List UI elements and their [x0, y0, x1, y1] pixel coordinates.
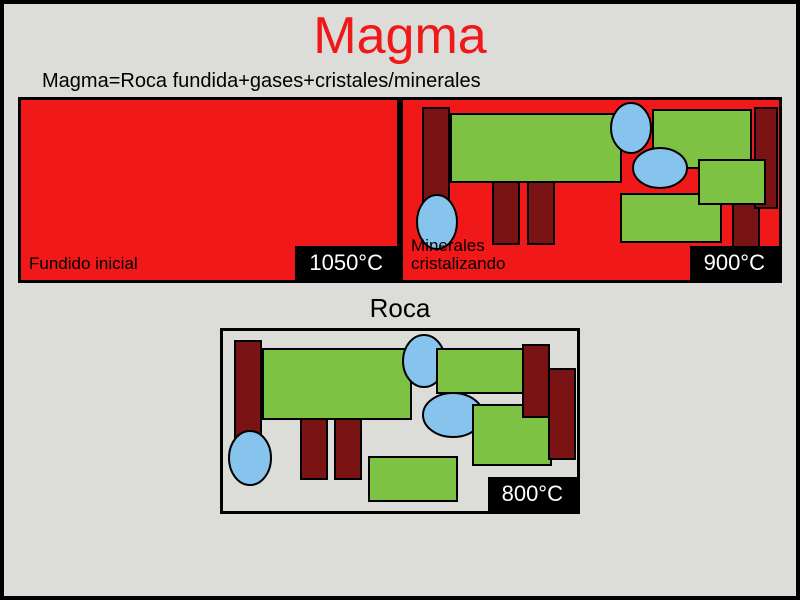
- magma-title: Magma: [4, 6, 796, 66]
- minerales-panel: Minerales cristalizando 900°C: [400, 97, 782, 283]
- fundido-temp: 1050°C: [295, 246, 397, 280]
- top-panels: Fundido inicial 1050°C Minerales cristal…: [18, 97, 782, 283]
- minerales-temp: 900°C: [690, 246, 779, 280]
- roca-panel: 800°C: [220, 328, 580, 514]
- fundido-label: Fundido inicial: [29, 254, 138, 274]
- roca-temp: 800°C: [488, 477, 577, 511]
- roca-title: Roca: [4, 293, 796, 324]
- magma-subtitle: Magma=Roca fundida+gases+cristales/miner…: [42, 70, 796, 93]
- fundido-inicial-panel: Fundido inicial 1050°C: [18, 97, 400, 283]
- minerales-label: Minerales cristalizando: [411, 237, 546, 274]
